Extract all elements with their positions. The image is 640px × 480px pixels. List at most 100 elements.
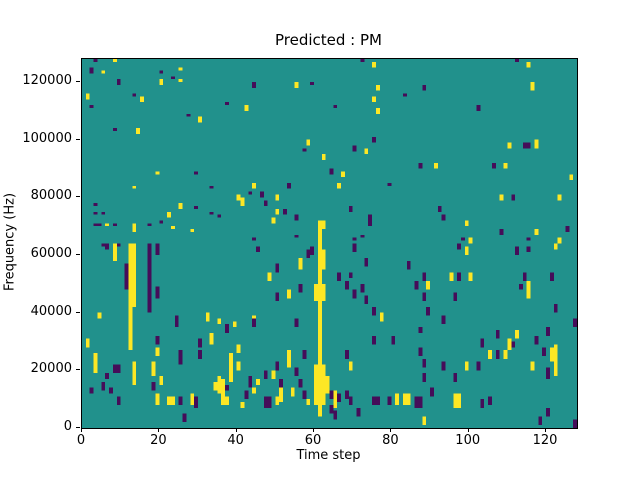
heatmap-cell [190,229,195,232]
heatmap-cell [178,396,183,405]
heatmap-cell [526,237,531,241]
heatmap-cell [178,203,183,209]
heatmap-cell [441,361,446,371]
heatmap-cell [515,246,519,256]
heatmap-cell [360,234,365,238]
heatmap-cell [302,350,307,359]
heatmap-cell [557,237,562,244]
heatmap-cell [337,182,342,189]
heatmap-cell [453,292,458,302]
heatmap-cell [310,246,315,256]
heatmap-cell [225,324,229,333]
heatmap-cell [128,243,133,351]
heatmap-cell [93,223,98,227]
heatmap-cell [553,243,558,250]
heatmap-cell [352,289,357,299]
heatmap-cell [341,171,345,178]
heatmap-cell [294,82,299,88]
heatmap-cell [488,350,492,359]
heatmap-cell [329,168,334,175]
heatmap-cell [97,312,102,319]
x-tick-mark [545,428,547,432]
heatmap-cell [499,229,504,235]
heatmap-cell [151,381,156,391]
heatmap-cell [178,67,183,71]
heatmap-cell [93,59,98,62]
heatmap-cell [279,387,284,403]
heatmap-cell [275,396,280,405]
heatmap-cell [515,59,519,62]
heatmap-cell [225,384,229,391]
heatmap-cell [290,387,295,397]
heatmap-cell [124,263,129,290]
heatmap-cell [553,304,558,313]
heatmap-cell [217,376,222,394]
y-tick-mark [76,81,80,83]
heatmap-cell [565,226,570,232]
heatmap-cell [267,272,272,281]
heatmap-cell [151,361,156,377]
heatmap-cell [89,105,94,109]
x-tick-mark [158,428,160,432]
heatmap-cell [457,393,461,408]
heatmap-cell [105,373,110,379]
heatmap-cell [515,329,519,339]
heatmap-cell [190,393,195,405]
heatmap-cell [112,59,117,62]
heatmap-cell [495,350,500,359]
heatmap-cell [112,364,117,374]
heatmap-cell [236,361,241,371]
heatmap-cell [518,283,523,290]
heatmap-cell [225,396,229,405]
heatmap-cell [344,390,349,400]
heatmap-cell [372,96,376,103]
heatmap-cell [213,381,218,391]
heatmap-cell [329,390,334,400]
heatmap-cell [522,272,527,281]
x-tick-label: 60 [304,433,322,448]
heatmap-cell [286,350,291,368]
heatmap-cell [209,332,214,345]
heatmap-cell [267,396,272,408]
heatmap-cell [263,200,268,207]
heatmap-cell [159,220,164,224]
heatmap-cell [167,396,171,405]
heatmap-cell [526,246,531,253]
heatmap-cell [286,289,291,299]
heatmap-cell [198,350,202,359]
heatmap-cell [159,376,164,385]
heatmap-cell [132,243,137,307]
y-tick-mark [76,311,80,313]
heatmap-cell [348,361,353,371]
heatmap-cell [534,229,539,235]
heatmap-cell [252,237,257,241]
heatmap-cell [217,318,222,325]
heatmap-cell [116,364,121,374]
heatmap-cell [503,162,508,169]
heatmap-cell [422,416,427,426]
heatmap-cell [217,214,222,218]
heatmap [85,59,577,428]
heatmap-cell [101,243,106,247]
heatmap-cell [294,234,299,238]
heatmap-cell [441,315,446,325]
heatmap-cell [263,396,268,408]
heatmap-cell [275,292,280,302]
heatmap-cell [402,93,407,97]
heatmap-cell [252,82,257,88]
heatmap-cell [279,378,284,388]
x-tick-mark [81,428,82,432]
heatmap-cell [546,407,550,417]
heatmap-cell [155,286,160,299]
plot-area [81,58,578,429]
heatmap-cell [526,61,531,68]
heatmap-cell [132,223,137,232]
y-tick-label: 100000 [22,130,72,146]
x-tick-label: 80 [382,433,399,448]
heatmap-cell [294,367,299,377]
heatmap-cell [464,361,469,371]
heatmap-cell [89,387,94,394]
heatmap-cell [298,378,303,388]
heatmap-cell [93,211,98,215]
heatmap-cell [437,206,442,212]
